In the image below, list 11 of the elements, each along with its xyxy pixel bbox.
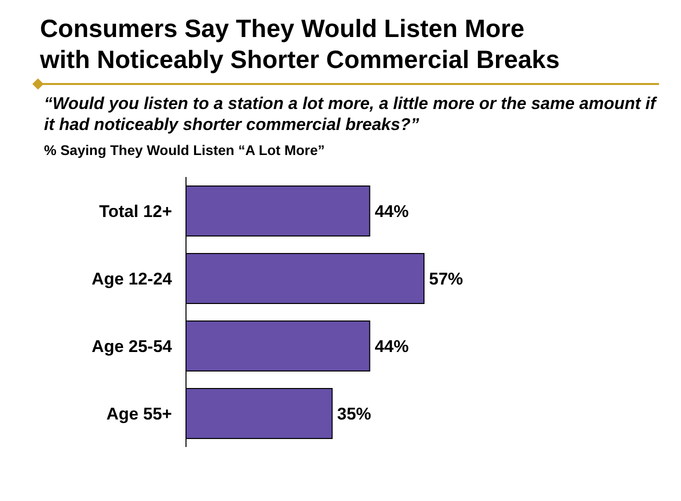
data-label: 44% xyxy=(374,202,409,222)
y-tick-label: Total 12+ xyxy=(99,202,172,221)
x-axis-title: % Saying They Would Listen “A Lot More” xyxy=(44,142,325,158)
y-tick-label: Age 12-24 xyxy=(92,269,173,288)
y-tick-label: Age 25-54 xyxy=(92,336,173,356)
data-label: 44% xyxy=(374,337,409,356)
y-tick-label: Age 55+ xyxy=(106,404,172,424)
chart-subtitle: “Would you listen to a station a lot more, a little more or the same amount if it had noticeably shorter commercial breaks?” xyxy=(44,93,658,135)
chart-title: Consumers Say They Would Listen More with Noticeably Shorter Commercial Breaks xyxy=(40,14,560,76)
data-label: 57% xyxy=(429,270,464,289)
data-label: 35% xyxy=(337,404,372,424)
